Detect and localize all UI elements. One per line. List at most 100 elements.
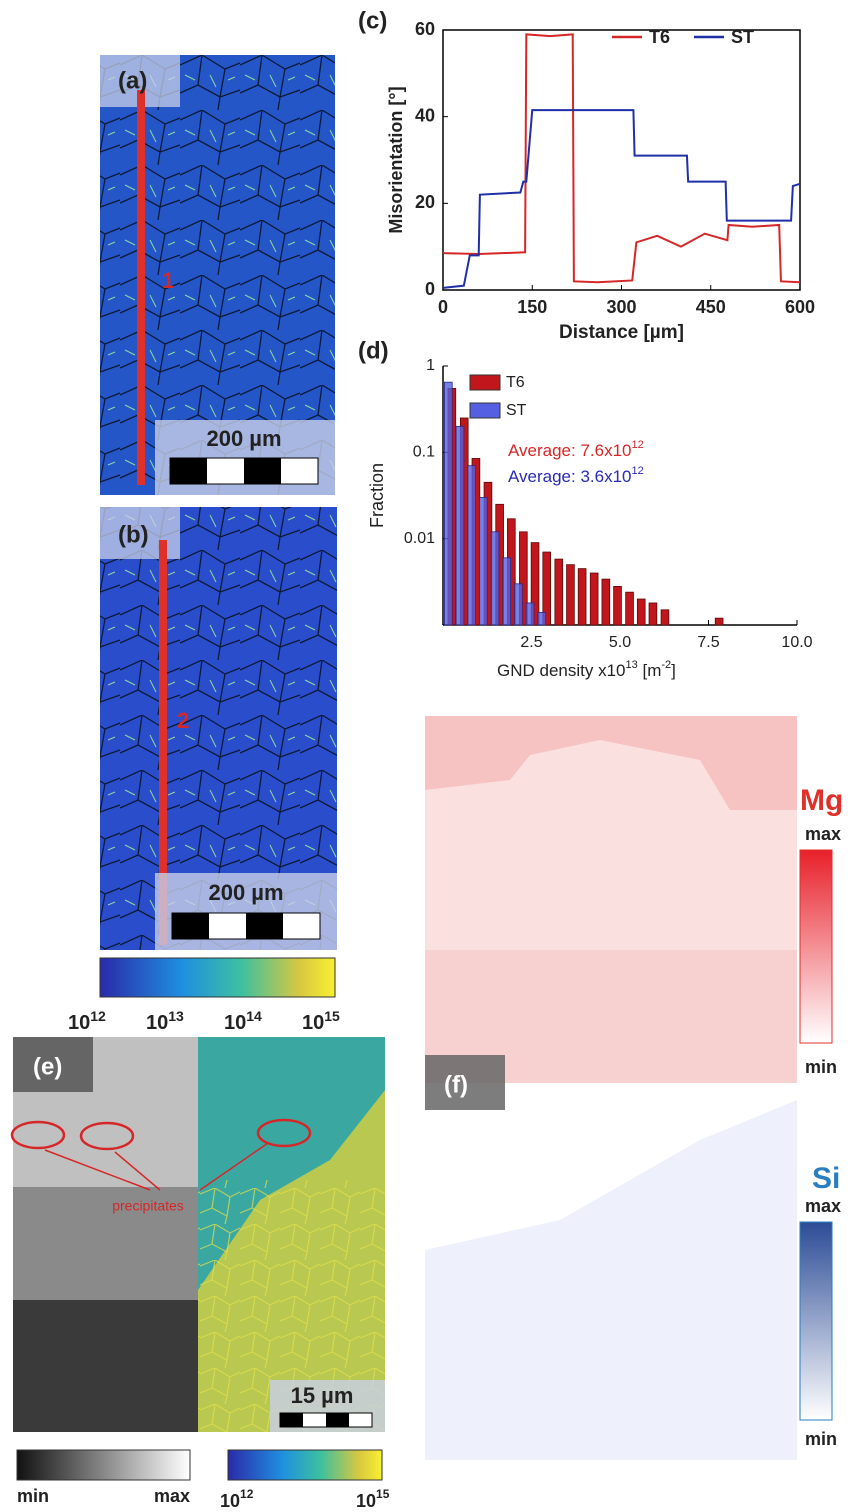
annotation: precipitates — [112, 1198, 184, 1214]
figure: (a) 1 200 µm (b) 2 200 µm (e) precipitat… — [0, 0, 857, 1512]
colorbar-label-sup: 12 — [240, 1487, 254, 1501]
colorbar-label-sup: 12 — [90, 1008, 106, 1024]
panel-label: (e) — [33, 1053, 62, 1080]
panel-label: (c) — [358, 7, 387, 34]
bar — [503, 558, 511, 625]
colorbar-label: min — [805, 1429, 837, 1449]
bar — [444, 382, 452, 625]
colorbar-label-sup: 15 — [324, 1008, 340, 1024]
bar — [526, 603, 534, 625]
annotation-part: Average: 3.6x10 — [508, 467, 632, 486]
bar — [715, 618, 723, 625]
bar — [538, 612, 546, 625]
x-tick-label: 300 — [606, 297, 636, 317]
bar — [515, 584, 523, 625]
colorbar-label: 1014 — [224, 1008, 262, 1035]
y-tick-label: 1 — [426, 357, 435, 374]
line-marker: 1 — [162, 268, 174, 293]
colorbar-label: max — [805, 1196, 841, 1216]
x-axis-label: Distance [µm] — [559, 322, 684, 343]
x-axis-label-sup: -2 — [661, 659, 671, 671]
line — [443, 110, 800, 288]
y-tick-label: 20 — [415, 192, 435, 212]
legend-label: ST — [506, 402, 527, 419]
colorbar-label-sup: 13 — [168, 1008, 184, 1024]
colorbar-label: min — [805, 1057, 837, 1077]
bar — [590, 573, 598, 625]
plot-frame — [443, 30, 800, 290]
bar — [637, 599, 645, 625]
colorbar-label-part: 10 — [146, 1012, 168, 1034]
colorbar-label-part: 10 — [220, 1491, 240, 1511]
colorbar-label-sup: 14 — [246, 1008, 262, 1024]
bar — [479, 497, 487, 625]
legend-label: T6 — [649, 27, 670, 47]
panel-label: (d) — [358, 337, 389, 364]
x-axis-label: GND density x1013 [m-2] — [497, 659, 676, 681]
colorbar-label: max — [805, 824, 841, 844]
legend-swatch — [470, 375, 500, 390]
element-label: Mg — [800, 784, 843, 817]
annotation: Average: 7.6x1012 — [508, 439, 644, 461]
x-tick-label: 7.5 — [697, 634, 719, 651]
map-f — [425, 716, 797, 1460]
line-marker: 2 — [177, 708, 189, 733]
colorbar-label-part: 10 — [68, 1012, 90, 1034]
x-tick-label: 450 — [696, 297, 726, 317]
colorbar — [17, 1450, 190, 1480]
y-tick-label: 40 — [415, 105, 435, 125]
bar — [649, 603, 657, 625]
colorbar — [800, 850, 832, 1043]
y-axis-label: Misorientation [°] — [386, 86, 406, 233]
annotation-part: Average: 7.6x10 — [508, 441, 632, 460]
bar — [555, 559, 563, 625]
y-tick-label: 0.01 — [404, 530, 435, 547]
legend-label: T6 — [506, 374, 525, 391]
y-tick-label: 0 — [425, 279, 435, 299]
y-tick-label: 60 — [415, 19, 435, 39]
x-tick-label: 600 — [785, 297, 815, 317]
bar — [661, 610, 669, 625]
legend-swatch — [470, 403, 500, 418]
scale-bar-label: 15 µm — [291, 1383, 354, 1408]
annotation: Average: 3.6x1012 — [508, 465, 644, 487]
x-axis-label-sup: 13 — [626, 659, 638, 671]
x-axis-label-part: [m — [638, 661, 662, 680]
colorbar — [800, 1222, 832, 1420]
colorbar-label: 1012 — [68, 1008, 106, 1035]
annotation-sup: 12 — [632, 439, 644, 451]
bar — [567, 565, 575, 625]
panel-label: (b) — [118, 521, 149, 548]
bar — [578, 569, 586, 625]
x-tick-label: 0 — [438, 297, 448, 317]
panel-label: (f) — [444, 1071, 468, 1098]
bar — [468, 466, 476, 625]
colorbar-label-sup: 15 — [376, 1487, 390, 1501]
line — [443, 34, 800, 282]
colorbar-label: 1013 — [146, 1008, 184, 1035]
panel-label: (a) — [118, 67, 147, 94]
bar — [614, 586, 622, 625]
colorbar-label-part: 10 — [356, 1491, 376, 1511]
colorbar-label-part: 10 — [302, 1012, 324, 1034]
x-tick-label: 10.0 — [781, 634, 812, 651]
x-tick-label: 5.0 — [609, 634, 631, 651]
bar — [626, 592, 634, 625]
colorbar — [228, 1450, 382, 1480]
colorbar-label-part: 10 — [224, 1012, 246, 1034]
x-axis-label-part: GND density x10 — [497, 661, 626, 680]
bar — [602, 579, 610, 625]
colorbar-label: 1015 — [302, 1008, 340, 1035]
bar — [456, 426, 464, 625]
x-tick-label: 150 — [517, 297, 547, 317]
legend-label: ST — [731, 27, 754, 47]
y-tick-label: 0.1 — [413, 444, 435, 461]
colorbar-label: 1015 — [356, 1487, 390, 1511]
element-label: Si — [812, 1162, 840, 1195]
colorbar-label: 1012 — [220, 1487, 254, 1511]
colorbar — [100, 958, 335, 997]
bar — [491, 532, 499, 625]
map-e — [12, 1037, 385, 1432]
colorbar-label: min — [17, 1486, 49, 1506]
colorbar-label: max — [154, 1486, 190, 1506]
